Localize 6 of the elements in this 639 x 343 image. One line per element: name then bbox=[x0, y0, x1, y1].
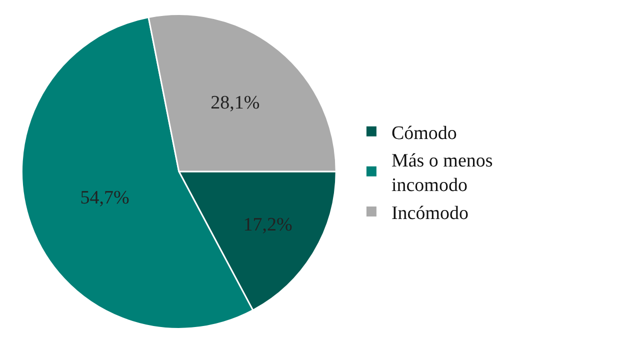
data-label: 28,1% bbox=[210, 92, 260, 114]
legend-label: Incómodo bbox=[391, 202, 468, 224]
legend-label: Cómodo bbox=[391, 122, 457, 144]
data-label: 54,7% bbox=[80, 187, 130, 208]
data-label: 17,2% bbox=[243, 214, 293, 236]
legend-label: Más o menos incomodo bbox=[391, 150, 493, 196]
